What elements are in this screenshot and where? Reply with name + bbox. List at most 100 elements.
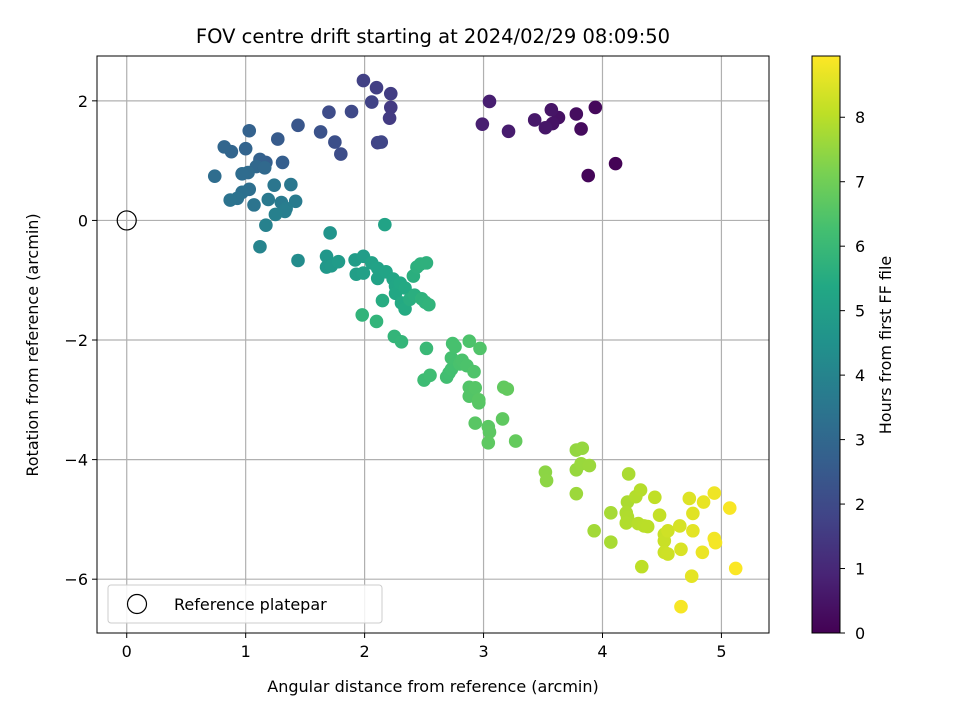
scatter-point <box>423 368 437 383</box>
scatter-point <box>569 486 584 501</box>
scatter-point <box>356 266 371 280</box>
scatter-point <box>383 100 398 115</box>
scatter-point <box>364 95 379 109</box>
legend-entry-reference: Reference platepar <box>174 595 327 614</box>
scatter-point <box>331 254 346 269</box>
y-axis-ticks: −6 −4 −2 0 2 <box>64 92 97 589</box>
scatter-point <box>587 523 601 538</box>
scatter-point <box>382 111 397 125</box>
scatter-point <box>604 506 618 520</box>
x-tick-label: 5 <box>716 642 726 661</box>
x-tick-label: 4 <box>597 642 607 661</box>
scatter-point <box>661 523 675 538</box>
colorbar-ticks: 0 1 2 3 4 5 6 7 8 <box>840 108 865 643</box>
scatter-point <box>686 506 700 521</box>
scatter-point <box>270 132 285 146</box>
colorbar-tick-label: 4 <box>855 366 865 385</box>
scatter-point <box>462 334 477 349</box>
x-tick-label: 0 <box>122 642 132 661</box>
scatter-point <box>475 117 490 131</box>
colorbar-tick-label: 5 <box>855 302 865 321</box>
scatter-point <box>575 441 590 456</box>
scatter-point <box>291 118 305 133</box>
colorbar-tick-label: 2 <box>855 495 865 514</box>
scatter-point <box>695 545 710 560</box>
scatter-point <box>495 412 510 426</box>
scatter-point <box>375 293 390 308</box>
scatter-point <box>471 393 486 407</box>
scatter-point <box>634 559 649 574</box>
scatter-point <box>448 339 462 354</box>
y-tick-label: −2 <box>64 331 88 350</box>
scatter-point <box>722 501 737 515</box>
scatter-point <box>313 125 328 139</box>
scatter-point <box>684 569 699 583</box>
scatter-point <box>207 169 222 183</box>
colorbar-tick-label: 3 <box>855 431 865 450</box>
y-tick-label: 0 <box>78 211 88 230</box>
scatter-point <box>238 141 253 156</box>
scatter-point <box>582 458 597 473</box>
scatter-point <box>604 535 618 549</box>
scatter-point <box>259 218 273 233</box>
scatter-point <box>268 207 283 222</box>
scatter-point <box>323 226 337 240</box>
scatter-point <box>398 281 412 295</box>
scatter-point <box>588 100 603 115</box>
x-axis-label: Angular distance from reference (arcmin) <box>267 677 598 696</box>
scatter-point <box>544 103 559 117</box>
plot-frame <box>96 55 770 634</box>
scatter-point <box>633 483 648 497</box>
y-tick-label: −4 <box>64 451 88 470</box>
scatter-point <box>468 416 483 430</box>
scatter-point <box>291 253 305 268</box>
scatter-point <box>652 508 667 523</box>
scatter-point <box>708 535 723 550</box>
scatter-point <box>661 547 675 561</box>
scatter-point <box>569 107 584 121</box>
legend-marker-icon <box>126 593 148 615</box>
x-tick-label: 3 <box>478 642 488 661</box>
scatter-point <box>257 161 272 175</box>
scatter-point <box>728 561 743 576</box>
scatter-point <box>648 490 662 505</box>
scatter-point <box>356 73 371 88</box>
colorbar-label: Hours from first FF file <box>876 256 895 435</box>
scatter-point <box>500 382 515 396</box>
scatter-point <box>621 467 636 481</box>
scatter-point <box>322 105 336 120</box>
scatter-point <box>223 193 238 207</box>
reference-marker <box>116 210 137 231</box>
scatter-point <box>383 86 398 101</box>
scatter-point <box>672 519 687 533</box>
scatter-point <box>539 473 554 488</box>
scatter-point <box>284 177 298 192</box>
scatter-point <box>527 113 542 127</box>
scatter-point <box>481 436 496 450</box>
scatter-point <box>422 297 436 312</box>
scatter-point <box>369 80 384 95</box>
scatter-point <box>344 104 359 119</box>
scatter-point <box>369 314 384 329</box>
scatter-point <box>468 381 483 395</box>
scatter-point <box>682 491 697 506</box>
scatter-point <box>247 198 261 212</box>
scatter-point <box>378 217 392 232</box>
scatter-point <box>217 140 232 154</box>
y-axis-label: Rotation from reference (arcmin) <box>23 213 42 476</box>
x-tick-label: 1 <box>241 642 251 661</box>
reference-point <box>116 210 137 231</box>
scatter-point <box>394 335 409 349</box>
scatter-point <box>242 123 257 138</box>
colorbar-gradient <box>811 55 841 634</box>
colorbar-tick-label: 0 <box>855 624 865 643</box>
scatter-point <box>482 425 497 439</box>
scatter-point <box>674 599 688 614</box>
colorbar-tick-label: 7 <box>855 173 865 192</box>
scatter-point <box>581 168 596 183</box>
scatter-point <box>267 178 282 192</box>
scatter-point <box>334 147 348 161</box>
chart-title: FOV centre drift starting at 2024/02/29 … <box>196 25 670 48</box>
scatter-point <box>235 166 249 181</box>
